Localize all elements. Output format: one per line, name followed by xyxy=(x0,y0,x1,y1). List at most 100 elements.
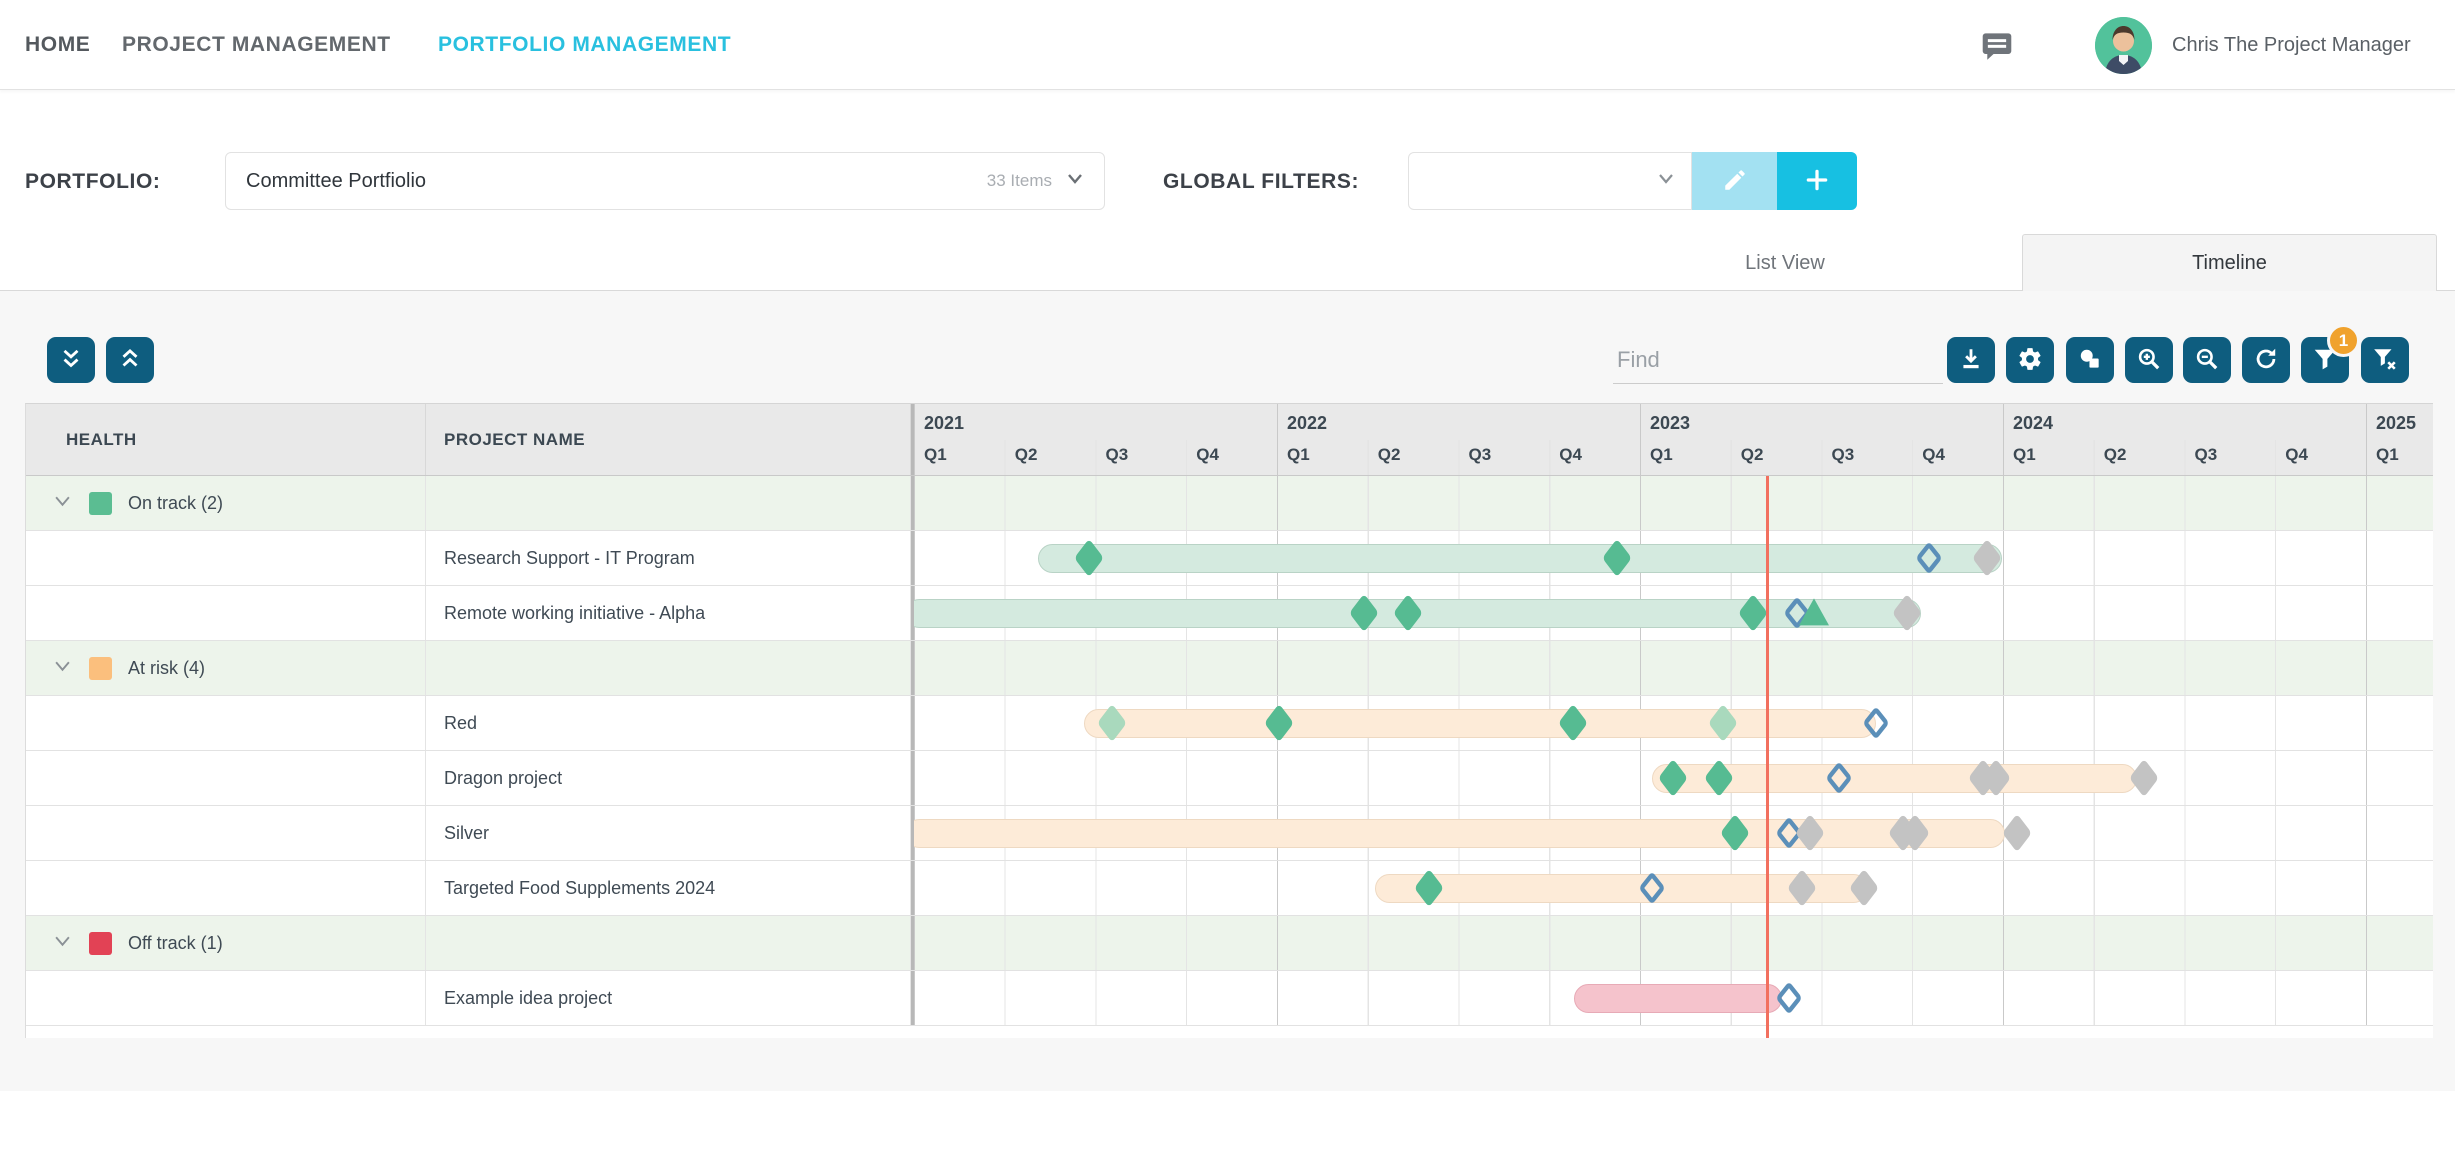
user-name: Chris The Project Manager xyxy=(2172,33,2411,56)
quarter-label: Q2 xyxy=(1377,445,1401,464)
group-health-cell: Off track (1) xyxy=(26,916,426,970)
quarter-label: Q3 xyxy=(1831,445,1855,464)
quarter-label: Q2 xyxy=(1740,445,1764,464)
quarter-label: Q3 xyxy=(2194,445,2218,464)
project-timeline-cell xyxy=(911,971,2433,1025)
project-timeline-cell xyxy=(911,696,2433,750)
group-name-cell xyxy=(426,916,911,970)
gantt-bar[interactable] xyxy=(1651,764,2138,793)
gantt-table-header: HEALTH PROJECT NAME 2021 2022 2023 2024 2025… xyxy=(26,404,2433,476)
find-input[interactable] xyxy=(1613,342,1943,384)
zoom-out-icon xyxy=(2194,346,2220,375)
group-row[interactable]: At risk (4) xyxy=(26,641,2433,696)
project-row[interactable]: Research Support - IT Program xyxy=(26,531,2433,586)
today-marker-line xyxy=(1765,476,1769,1038)
project-row[interactable]: Remote working initiative - Alpha xyxy=(26,586,2433,641)
quarter-label: Q1 xyxy=(2013,445,2036,464)
project-row[interactable]: Silver xyxy=(26,806,2433,861)
gantt-bar[interactable] xyxy=(1083,709,1876,738)
portfolio-select[interactable]: Committee Portfiolio 33 Items xyxy=(225,152,1105,210)
gantt-bar[interactable] xyxy=(1573,984,1782,1013)
group-health-cell: At risk (4) xyxy=(26,641,426,695)
project-timeline-cell xyxy=(911,531,2433,585)
gantt-rows: On track (2) Research Support - IT Progra… xyxy=(26,476,2433,1026)
add-filter-button[interactable] xyxy=(1777,152,1857,210)
milestone-triangle[interactable] xyxy=(1799,598,1830,626)
quarter-label: Q3 xyxy=(1468,445,1492,464)
milestone-diamond[interactable] xyxy=(2001,813,2032,853)
zoom-in-button[interactable] xyxy=(2125,337,2173,383)
project-row[interactable]: Red xyxy=(26,696,2433,751)
collapse-all-button[interactable] xyxy=(106,337,154,383)
group-timeline-cell xyxy=(911,916,2433,970)
tabs-divider xyxy=(0,290,2455,291)
quarter-label: Q1 xyxy=(1650,445,1673,464)
gantt-bar[interactable] xyxy=(1038,544,2003,573)
group-collapse-chevron-icon[interactable] xyxy=(54,659,71,677)
global-filters-label: GLOBAL FILTERS: xyxy=(1163,170,1360,193)
top-navbar: HOME PROJECT MANAGEMENT PORTFOLIO MANAGE… xyxy=(0,0,2455,90)
group-health-cell: On track (2) xyxy=(26,476,426,530)
project-row[interactable]: Dragon project xyxy=(26,751,2433,806)
group-collapse-chevron-icon[interactable] xyxy=(54,494,71,512)
filter-funnel-icon xyxy=(2312,346,2338,375)
column-header-health: HEALTH xyxy=(26,404,426,475)
health-swatch xyxy=(89,656,112,680)
edit-filter-button[interactable] xyxy=(1692,152,1777,210)
gantt-bar[interactable] xyxy=(1375,874,1868,903)
milestone-diamond[interactable] xyxy=(2128,758,2159,798)
project-name: Dragon project xyxy=(426,751,911,805)
quarter-label: Q1 xyxy=(1287,445,1310,464)
export-download-button[interactable] xyxy=(1947,337,1995,383)
project-health-cell xyxy=(26,861,426,915)
tab-list-view[interactable]: List View xyxy=(1550,236,2020,290)
portfolio-item-count: 33 Items xyxy=(986,171,1052,190)
health-swatch xyxy=(89,931,112,955)
milestone-diamond-outline[interactable] xyxy=(1775,981,1803,1015)
project-row[interactable]: Example idea project xyxy=(26,971,2433,1026)
year-label: 2021 xyxy=(924,413,965,433)
nav-portfolio-management[interactable]: PORTFOLIO MANAGEMENT xyxy=(438,33,732,56)
find-field-wrap xyxy=(1613,342,1943,384)
double-chevron-down-icon xyxy=(58,346,84,375)
nav-project-management[interactable]: PROJECT MANAGEMENT xyxy=(122,33,391,56)
chat-icon[interactable] xyxy=(1981,30,2013,62)
group-timeline-cell xyxy=(911,641,2433,695)
portfolio-select-value: Committee Portfiolio xyxy=(246,169,427,192)
year-label: 2024 xyxy=(2013,413,2054,433)
project-timeline-cell xyxy=(911,586,2433,640)
global-filters-select[interactable] xyxy=(1408,152,1692,210)
shapes-button[interactable] xyxy=(2066,337,2114,383)
quarter-label: Q4 xyxy=(1196,445,1219,464)
tab-timeline[interactable]: Timeline xyxy=(2022,234,2437,291)
group-collapse-chevron-icon[interactable] xyxy=(54,934,71,952)
gantt-bar[interactable] xyxy=(914,819,2005,848)
project-row[interactable]: Targeted Food Supplements 2024 xyxy=(26,861,2433,916)
timeline-header: 2021 2022 2023 2024 2025 Q1 Q2 Q3 Q4 Q1 Q2 Q3 Q4 Q1 Q2… xyxy=(911,404,2433,475)
double-chevron-up-icon xyxy=(117,346,143,375)
expand-all-button[interactable] xyxy=(47,337,95,383)
chevron-down-icon xyxy=(1066,172,1084,190)
chevron-down-icon xyxy=(1657,172,1675,190)
group-row[interactable]: Off track (1) xyxy=(26,916,2433,971)
project-health-cell xyxy=(26,806,426,860)
group-label: On track (2) xyxy=(128,492,224,513)
project-health-cell xyxy=(26,531,426,585)
zoom-out-button[interactable] xyxy=(2183,337,2231,383)
settings-button[interactable] xyxy=(2006,337,2054,383)
year-label: 2025 xyxy=(2376,413,2417,433)
portfolio-label: PORTFOLIO: xyxy=(25,170,161,193)
clear-filter-button[interactable] xyxy=(2361,337,2409,383)
group-row[interactable]: On track (2) xyxy=(26,476,2433,531)
project-health-cell xyxy=(26,971,426,1025)
quarter-label: Q1 xyxy=(2376,445,2399,464)
pencil-icon xyxy=(1722,167,1748,196)
health-swatch xyxy=(89,491,112,515)
nav-home[interactable]: HOME xyxy=(25,33,91,56)
user-avatar[interactable] xyxy=(2095,17,2152,74)
quarter-label: Q2 xyxy=(2103,445,2127,464)
gear-icon xyxy=(2017,346,2043,375)
project-name: Remote working initiative - Alpha xyxy=(426,586,911,640)
refresh-button[interactable] xyxy=(2242,337,2290,383)
